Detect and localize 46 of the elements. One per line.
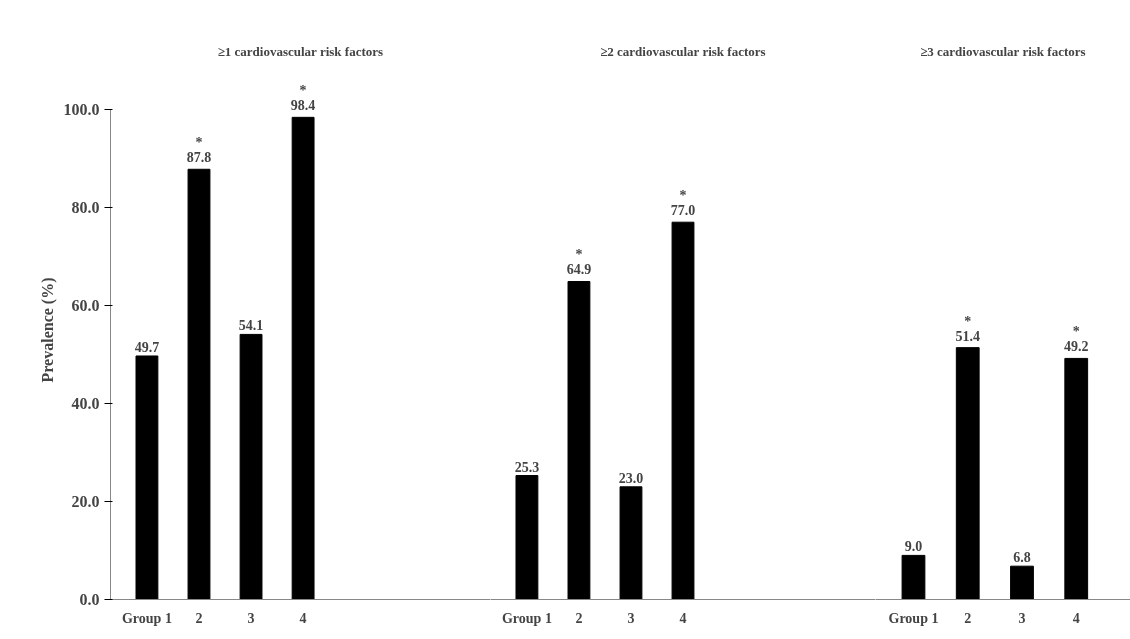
x-tick-label: 4 [299, 610, 307, 626]
x-tick-label: 2 [195, 610, 203, 626]
x-tick-label: 3 [627, 610, 635, 626]
data-label: 6.8 [1013, 550, 1031, 566]
x-tick-label: Group 1 [888, 610, 939, 626]
chart-title: ≥3 cardiovascular risk factors [920, 43, 1086, 59]
y-tick-label: 80.0 [71, 199, 100, 216]
bar [135, 355, 159, 600]
x-tick-label: 3 [1018, 610, 1026, 626]
y-tick-label: 60.0 [71, 297, 100, 314]
data-label: * 64.9 [566, 247, 592, 278]
y-axis-title: Prevalence (%) [38, 277, 57, 383]
bar [291, 116, 315, 600]
x-tick-label: Group 1 [501, 610, 552, 626]
chart-title: ≥2 cardiovascular risk factors [600, 43, 766, 59]
data-label: * 51.4 [955, 313, 980, 344]
data-label: 23.0 [618, 470, 644, 486]
x-tick-label: 4 [1072, 610, 1080, 626]
x-tick-label: Group 1 [121, 610, 172, 626]
data-label: * 98.4 [290, 83, 316, 114]
bar [671, 221, 695, 600]
x-tick-label: 4 [679, 610, 687, 626]
y-tick-label: 100.0 [63, 101, 100, 118]
bar [239, 333, 263, 600]
y-tick-label: 20.0 [71, 493, 100, 510]
y-tick-label: 0.0 [79, 591, 100, 608]
data-label: * 87.8 [186, 135, 212, 166]
bar [1010, 565, 1034, 600]
bar [515, 475, 539, 600]
data-label: 9.0 [904, 539, 923, 555]
bar [567, 280, 591, 600]
bar [1064, 357, 1089, 600]
y-tick-label: 40.0 [71, 395, 100, 412]
bar [187, 168, 211, 600]
chart-title: ≥1 cardiovascular risk factors [217, 43, 384, 59]
x-tick-label: 2 [964, 610, 972, 626]
x-tick-label: 3 [247, 610, 255, 626]
x-tick-label: 2 [575, 610, 583, 626]
bar [901, 554, 926, 600]
data-label: * 77.0 [670, 188, 696, 219]
data-label: 49.7 [134, 339, 160, 355]
bar [619, 486, 643, 600]
data-label: * 49.2 [1063, 324, 1089, 355]
data-label: 25.3 [514, 459, 540, 475]
data-label: 54.1 [238, 318, 264, 334]
bar [955, 347, 980, 600]
